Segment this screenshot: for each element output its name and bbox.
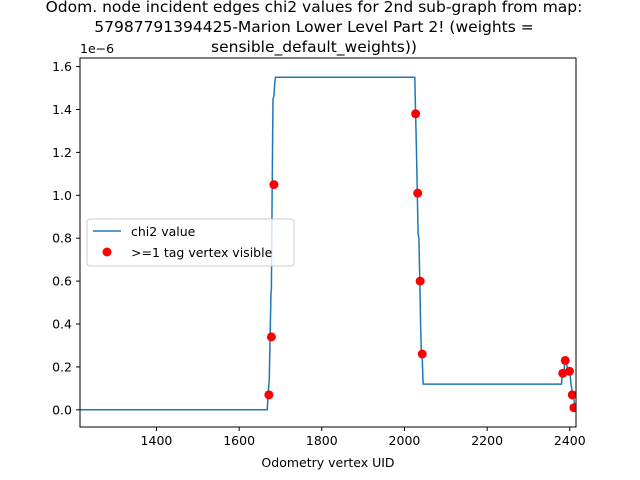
tag-visible-point [415,276,425,286]
chart-title-line-1: Odom. node incident edges chi2 values fo… [46,0,583,16]
y-tick-label: 1.0 [52,188,72,203]
tag-visible-point [269,180,279,190]
legend: chi2 value >=1 tag vertex visible [86,218,295,267]
y-tick-label: 1.4 [52,102,72,117]
y-tick-label: 0.4 [52,317,72,332]
plot-frame [79,57,577,428]
tag-visible-point [411,109,421,119]
tag-visible-point [413,188,423,198]
tag-visible-point [417,349,427,359]
y-tick-label: 0.8 [52,231,72,246]
x-tick-label: 2400 [554,433,586,448]
x-tick-label: 2200 [471,433,503,448]
legend-label-tag-visible: >=1 tag vertex visible [131,245,273,260]
x-tick-label: 1400 [141,433,173,448]
y-tick-label: 1.6 [52,59,72,74]
legend-marker-swatch [102,247,112,257]
x-axis-label: Odometry vertex UID [261,455,394,470]
plot-area [79,57,577,428]
x-tick-label: 1600 [223,433,255,448]
y-tick-label: 0.0 [52,402,72,417]
tag-visible-point [567,390,576,400]
y-axis: 0.0 0.2 0.4 0.6 0.8 1.0 1.2 1.4 1.6 [52,59,80,417]
tag-visible-point [266,332,276,342]
legend-frame [86,218,295,267]
chart-title-line-3: sensible_default_weights)) [211,38,417,57]
y-tick-label: 0.2 [52,359,72,374]
tag-visible-point [264,390,274,400]
chart-title: Odom. node incident edges chi2 values fo… [46,0,583,57]
chart-title-line-2: 57987791394425-Marion Lower Level Part 2… [94,18,533,36]
x-tick-label: 2000 [389,433,421,448]
y-tick-label: 1.2 [52,145,72,160]
x-tick-label: 1800 [306,433,338,448]
x-axis: 1400 1600 1800 2000 2200 2400 [141,427,586,448]
tag-visible-point [560,355,570,365]
y-offset-text: 1e−6 [80,41,114,56]
legend-label-chi2: chi2 value [131,224,196,239]
tag-visible-point [569,403,576,413]
y-tick-label: 0.6 [52,274,72,289]
tag-visible-point [564,366,574,376]
